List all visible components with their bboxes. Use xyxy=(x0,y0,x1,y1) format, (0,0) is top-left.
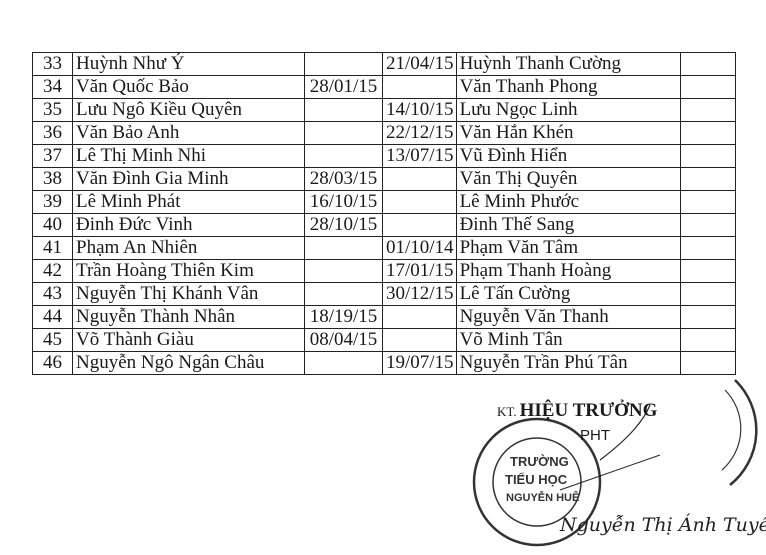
cell-parent: Lưu Ngọc Linh xyxy=(455,98,681,122)
cell-blank xyxy=(679,351,736,375)
cell-parent: Nguyễn Trần Phú Tân xyxy=(455,351,681,375)
cell-no: 33 xyxy=(32,52,73,76)
cell-date2 xyxy=(382,75,457,99)
table-row: 41 Phạm An Nhiên 01/10/14 Phạm Văn Tâm xyxy=(32,236,736,260)
table-row: 35 Lưu Ngô Kiều Quyên 14/10/15 Lưu Ngọc Lin… xyxy=(32,98,736,122)
cell-blank xyxy=(679,121,736,145)
cell-name: Nguyễn Ngô Ngân Châu xyxy=(72,351,305,375)
cell-parent: Nguyễn Văn Thanh xyxy=(455,305,681,329)
cell-name: Văn Đình Gia Minh xyxy=(72,167,305,191)
table-row: 40 Đinh Đức Vinh 28/10/15 Đinh Thế Sang xyxy=(32,213,736,237)
cell-date2: 22/12/15 xyxy=(382,121,457,145)
cell-parent: Phạm Thanh Hoàng xyxy=(455,259,681,283)
cell-no: 38 xyxy=(32,167,73,191)
cell-name: Huỳnh Như Ý xyxy=(72,52,305,76)
signature-title: KT. HIỆU TRƯỞNG xyxy=(497,400,658,421)
signer-name: Nguyễn Thị Ánh Tuyết xyxy=(560,514,766,536)
cell-name: Văn Bảo Anh xyxy=(72,121,305,145)
cell-name: Văn Quốc Bảo xyxy=(72,75,305,99)
table-row: 43 Nguyễn Thị Khánh Vân 30/12/15 Lê Tấn Cườ… xyxy=(32,282,736,306)
cell-no: 40 xyxy=(32,213,73,237)
signature-subtitle: PHT xyxy=(580,427,610,444)
cell-name: Trần Hoàng Thiên Kim xyxy=(72,259,305,283)
cell-date2 xyxy=(382,305,457,329)
cell-parent: Lê Minh Phước xyxy=(455,190,681,214)
table-row: 34 Văn Quốc Bảo 28/01/15 Văn Thanh Phong xyxy=(32,75,736,99)
cell-date1: 16/10/15 xyxy=(304,190,383,214)
table-row: 33 Huỳnh Như Ý 21/04/15 Huỳnh Thanh Cường xyxy=(32,52,736,76)
cell-blank xyxy=(679,259,736,283)
cell-date2: 19/07/15 xyxy=(382,351,457,375)
student-table: 33 Huỳnh Như Ý 21/04/15 Huỳnh Thanh Cường 34… xyxy=(32,52,736,375)
cell-no: 44 xyxy=(32,305,73,329)
cell-date1: 18/19/15 xyxy=(304,305,383,329)
table-row: 36 Văn Bảo Anh 22/12/15 Văn Hắn Khén xyxy=(32,121,736,145)
cell-parent: Võ Minh Tân xyxy=(455,328,681,352)
cell-date2: 30/12/15 xyxy=(382,282,457,306)
cell-blank xyxy=(679,52,736,76)
cell-parent: Đinh Thế Sang xyxy=(455,213,681,237)
cell-date2: 21/04/15 xyxy=(382,52,457,76)
stamp-line-1: TRƯỜNG xyxy=(510,454,569,469)
cell-parent: Văn Thanh Phong xyxy=(455,75,681,99)
cell-blank xyxy=(679,98,736,122)
cell-blank xyxy=(679,213,736,237)
cell-no: 43 xyxy=(32,282,73,306)
cell-date2: 01/10/14 xyxy=(382,236,457,260)
table-row: 46 Nguyễn Ngô Ngân Châu 19/07/15 Nguyễn Trầ… xyxy=(32,351,736,375)
cell-date2 xyxy=(382,328,457,352)
table-row: 44 Nguyễn Thành Nhân 18/19/15 Nguyễn Văn Th… xyxy=(32,305,736,329)
cell-date1 xyxy=(304,236,383,260)
cell-name: Đinh Đức Vinh xyxy=(72,213,305,237)
cell-name: Phạm An Nhiên xyxy=(72,236,305,260)
cell-date2: 14/10/15 xyxy=(382,98,457,122)
cell-no: 35 xyxy=(32,98,73,122)
cell-name: Lê Thị Minh Nhi xyxy=(72,144,305,168)
cell-no: 36 xyxy=(32,121,73,145)
cell-date1: 28/10/15 xyxy=(304,213,383,237)
cell-date2: 17/01/15 xyxy=(382,259,457,283)
cell-date1: 28/01/15 xyxy=(304,75,383,99)
cell-date2 xyxy=(382,213,457,237)
table-row: 42 Trần Hoàng Thiên Kim 17/01/15 Phạm Thanh… xyxy=(32,259,736,283)
stamp-line-3: NGUYỄN HUỆ xyxy=(506,491,579,504)
cell-date1 xyxy=(304,351,383,375)
stamp-line-2: TIỂU HỌC xyxy=(505,472,568,487)
cell-name: Lê Minh Phát xyxy=(72,190,305,214)
cell-parent: Phạm Văn Tâm xyxy=(455,236,681,260)
cell-date1: 28/03/15 xyxy=(304,167,383,191)
cell-name: Nguyễn Thành Nhân xyxy=(72,305,305,329)
